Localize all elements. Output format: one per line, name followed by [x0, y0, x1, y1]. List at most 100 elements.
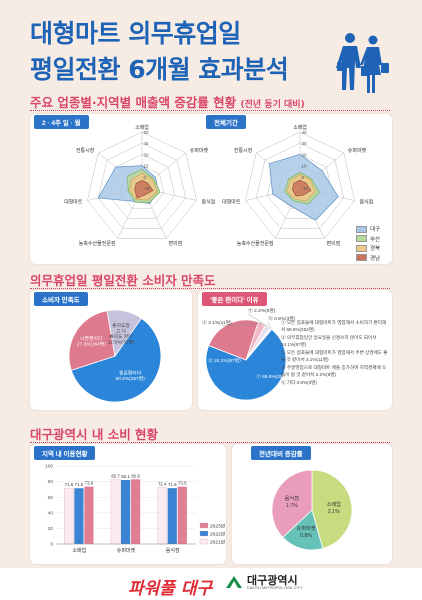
pie-label: 좋은편이다 60.2%(367명) [115, 369, 145, 382]
pie-label: ③ 3.1%(11명) [202, 319, 232, 326]
radar-legend: 대구 부산 경북 경남 [356, 225, 380, 263]
slogan-logo: 파워풀 대구 [128, 579, 213, 599]
radar-tick-label: 30 [144, 152, 150, 157]
bar-value-label: 71.6 [168, 482, 177, 487]
radar-tick-label: 20 [302, 152, 308, 157]
bar-category-label: 음식점 [166, 547, 180, 554]
legend-label: 대구 [370, 227, 381, 233]
shoppers-icon [336, 33, 389, 93]
legend-item: 경북 [356, 244, 380, 252]
radar-tick-label: 60 [144, 130, 150, 135]
bar-legend-label: 2022년 [210, 530, 225, 537]
radar-series-경남 [134, 180, 154, 199]
bar-category-label: 슈퍼마켓 [117, 547, 136, 554]
city-name: 대구광역시 [247, 574, 298, 587]
bar-2021년 [110, 479, 121, 545]
pie-value: 2.1% [328, 509, 340, 515]
pie-leader [267, 321, 272, 329]
bar-value-label: 71.5 [75, 482, 84, 487]
pie-value: 0.8% [300, 533, 312, 539]
section3-title: 대구광역시 내 소비 현황 [30, 427, 159, 442]
bar-value-label: 73.6 [85, 481, 94, 486]
page-title-line2: 평일전환 6개월 효과분석 [30, 55, 289, 84]
bar-value-label: 72.4 [158, 482, 167, 487]
bar-legend-label: 2021년 [210, 538, 225, 545]
radar-axis-label: 전통시장 [76, 147, 95, 154]
radar-series-경남 [292, 179, 312, 197]
bar-ytick: 0 [50, 542, 53, 548]
bar-2021년 [157, 487, 168, 545]
pie-slice [245, 327, 273, 361]
reasons-pie: ① 69.8%(252명) ② 24.1%(87명) ③ 3.1%(11명) ④ 2.… [202, 307, 296, 401]
radar-axis-label: 편의점 [326, 240, 340, 247]
reason-item: ⑤ 기타 0.8%(3명) [281, 380, 317, 385]
bar-category-label: 소매업 [72, 547, 86, 554]
pie-label: 소매업 [327, 500, 342, 508]
radar-grid-ring [87, 131, 197, 239]
radar-grid-ring [245, 131, 355, 239]
bar-value-label: 73.5 [178, 481, 187, 486]
radar-axis-label: 대형마트 [222, 199, 241, 206]
bar-2023년 [84, 486, 94, 544]
bar-2023년 [131, 479, 141, 544]
pie-slice [271, 469, 313, 538]
legend-item: 부산 [356, 235, 380, 243]
radar-tick-label: 40 [302, 130, 308, 135]
section1-title: 주요 업종별·지역별 매출액 증감률 현황 (전년 동기 대비) [30, 95, 305, 110]
bar-value-label: 82.9 [131, 473, 140, 478]
radar-axis-label: 전통시장 [234, 147, 253, 154]
tab-radar-left: 2 · 4주 일 · 월 [34, 115, 89, 129]
radar-axis-label: 음식점 [201, 199, 215, 206]
legend-label: 경북 [370, 246, 381, 252]
reason-item: ③ 모든 점포들에 대형마트가 영업해서 주변 상권에도 좋을 것 같아서 3.… [281, 350, 388, 362]
bar-2022년 [121, 479, 131, 544]
bar-legend-swatch [199, 530, 209, 537]
radar-axis-label: 소매업 [135, 124, 149, 131]
legend-item: 대구 [356, 225, 380, 233]
radar-axis-label: 농축수산물전문점 [237, 240, 274, 247]
radar-grid-ring [98, 142, 186, 229]
radar-axis-label: 농축수산물전문점 [79, 240, 116, 247]
tab-reasons: '좋은 편이다' 이유 [202, 292, 267, 306]
legend-swatch [356, 254, 367, 261]
pie-label: ④ 2.2%(8명) [248, 307, 276, 314]
radar-axis-label: 편의점 [168, 240, 182, 247]
pie-label: 슈퍼마켓 [297, 524, 316, 532]
legend-label: 부산 [370, 236, 381, 243]
bar-2022년 [167, 488, 177, 544]
pie-slice [205, 328, 287, 401]
bar-2021년 [64, 487, 74, 545]
pie-slice [282, 509, 324, 551]
tab-satisfaction: 소비자 만족도 [34, 292, 88, 306]
bar-ytick: 60 [48, 495, 54, 501]
bar-legend-swatch [199, 538, 209, 545]
pie-leader [247, 313, 268, 327]
radar-axis-label: 슈퍼마켓 [190, 147, 209, 154]
city-name-en: DAEGU METROPOLITAN CITY [247, 586, 303, 590]
pie-label: ⑤ 0.8%(3명) [268, 315, 296, 322]
tab-radar-right: 전체기간 [206, 115, 246, 129]
bar-2023년 [177, 486, 187, 544]
pie-value: 1.7% [286, 503, 298, 509]
pie-slice [311, 469, 353, 550]
bar-ytick: 40 [48, 510, 54, 516]
radar-tick-label: -15 [144, 186, 151, 191]
pie-slice [106, 309, 142, 358]
reason-item: ② 의무휴업일인 일요일을 신경쓰지 않아도 되어서 24.1%(87명) [281, 335, 377, 347]
bar-value-label: 71.6 [65, 482, 74, 487]
reason-item: ① 모든 점포들에 대형마트가 영업해서 소비하기 편리해서 69.8%(252… [281, 320, 387, 332]
reasons-list: ① 모든 점포들에 대형마트가 영업해서 소비하기 편리해서 69.8%(252… [281, 320, 389, 389]
footer: 파워풀 대구 대구광역시 DAEGU METROPOLITAN CITY [0, 568, 422, 600]
pie-slice [68, 310, 116, 371]
radar-tick-label: 45 [144, 141, 150, 146]
page-title-line1: 대형마트 의무휴업일 [30, 19, 241, 48]
radar-axis-label: 음식점 [359, 199, 373, 206]
radar-axis-label: 슈퍼마켓 [348, 147, 367, 154]
bar-ytick: 100 [45, 464, 53, 470]
legend-swatch [356, 244, 367, 252]
radar-tick-label: 0 [144, 175, 147, 180]
bar-legend-swatch [199, 522, 209, 529]
